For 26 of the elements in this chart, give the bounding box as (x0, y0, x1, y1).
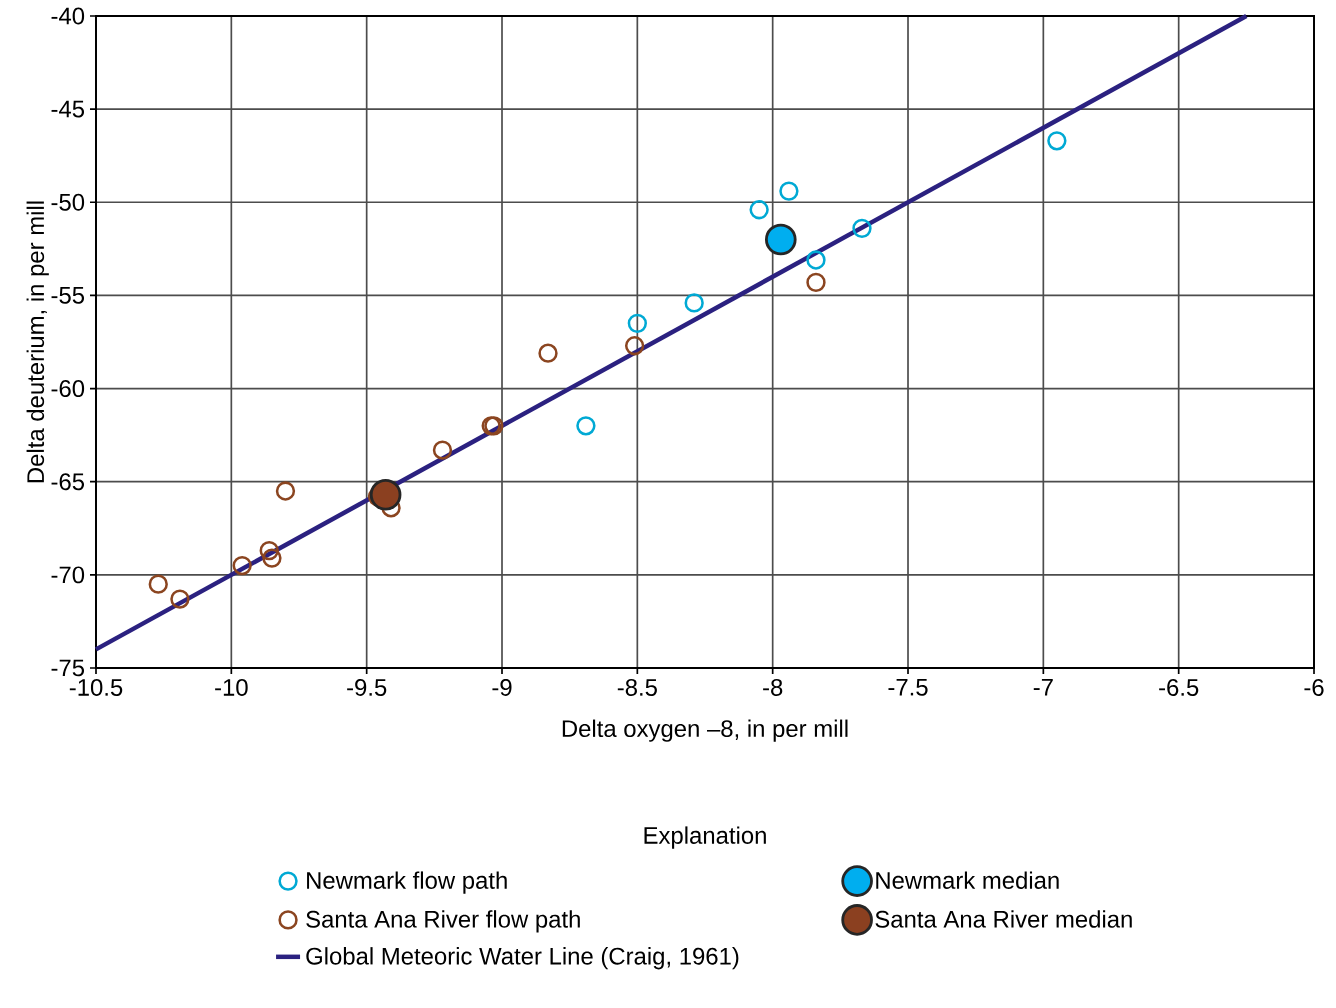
x-tick-label: -7.5 (888, 678, 928, 696)
x-tick-label: -9 (492, 678, 512, 696)
legend-label: Global Meteoric Water Line (Craig, 1961) (306, 947, 739, 970)
legend-label: Newmark flow path (307, 871, 507, 894)
x-tick-label: -6 (1304, 678, 1324, 696)
legend-label: Santa Ana River flow path (306, 910, 580, 933)
x-tick-label: -8 (763, 678, 783, 696)
y-tick-label: -40 (51, 7, 85, 25)
x-axis-title: Delta oxygen –8, in per mill (562, 719, 848, 742)
x-tick-label: -10 (215, 678, 248, 696)
legend-title: Explanation (644, 826, 766, 849)
x-tick-label: -9.5 (347, 678, 387, 696)
legend-label: Newmark median (876, 871, 1059, 889)
y-tick-label: -70 (51, 566, 85, 584)
y-tick-label: -45 (51, 100, 85, 118)
y-tick-label: -75 (51, 659, 85, 677)
x-tick-label: -8.5 (617, 678, 657, 696)
y-tick-label: -65 (51, 473, 85, 491)
x-tick-label: -10.5 (69, 678, 123, 696)
x-tick-label: -6.5 (1159, 678, 1199, 696)
x-tick-label: -7 (1033, 678, 1053, 696)
y-tick-label: -55 (51, 287, 85, 304)
y-tick-label: -60 (51, 380, 85, 398)
y-axis-title: Delta deuterium, in per mill (26, 201, 49, 483)
y-tick-label: -50 (51, 193, 85, 211)
legend-label: Santa Ana River median (875, 910, 1132, 928)
